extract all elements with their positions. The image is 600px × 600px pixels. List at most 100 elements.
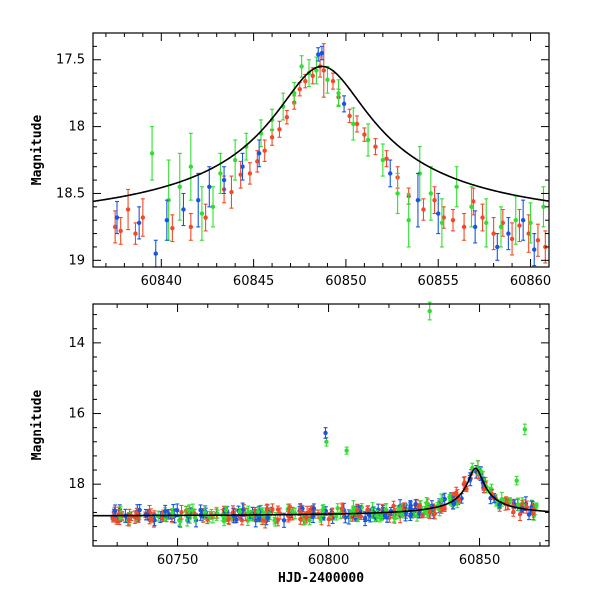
data-point-0-36 xyxy=(461,212,467,241)
data-point xyxy=(344,448,349,453)
data-point xyxy=(125,207,131,212)
data-point-0-26 xyxy=(354,115,360,133)
data-point-1-20 xyxy=(380,143,386,177)
data-point xyxy=(362,516,368,521)
data-point xyxy=(398,507,404,512)
bottom-panel-full-season: 60750 60800 60850 14 16 18 Magnitude HJD-240000… xyxy=(30,301,550,586)
data-point xyxy=(495,244,500,250)
data-point-1-4 xyxy=(199,186,205,241)
data-point-dense-412 xyxy=(186,504,192,518)
data-point-2-16 xyxy=(472,210,478,244)
data-point xyxy=(469,204,474,210)
data-point-dense-408 xyxy=(234,516,239,523)
data-point-outlier-1-0 xyxy=(323,427,328,439)
axes-frame xyxy=(92,303,550,547)
data-point xyxy=(388,171,393,176)
data-point-1-18 xyxy=(351,107,356,141)
data-point xyxy=(239,518,245,523)
data-point xyxy=(351,121,356,127)
data-point-1-0 xyxy=(149,126,155,181)
data-point xyxy=(336,90,341,96)
data-point-2-9 xyxy=(256,139,262,168)
data-point xyxy=(432,511,438,516)
data-point xyxy=(163,508,168,514)
y-axis-title: Magnitude xyxy=(30,115,45,186)
data-point xyxy=(500,220,506,226)
data-point xyxy=(319,50,325,56)
data-point xyxy=(413,502,418,507)
data-point xyxy=(290,509,295,514)
data-point xyxy=(265,515,271,521)
data-point xyxy=(188,224,194,230)
data-point-dense-29 xyxy=(442,505,447,512)
data-point xyxy=(179,510,184,515)
data-point-1-12 xyxy=(292,81,297,105)
data-point-dense-287 xyxy=(287,503,292,515)
data-point xyxy=(335,506,340,511)
data-point xyxy=(382,513,388,518)
data-point xyxy=(207,184,212,189)
data-point xyxy=(365,507,370,513)
data-point-2-4 xyxy=(181,192,186,227)
data-point xyxy=(255,159,260,164)
data-point xyxy=(417,503,422,509)
data-series xyxy=(112,43,548,268)
data-point-outlier-0-1 xyxy=(324,436,329,447)
data-point-1-5 xyxy=(210,186,216,228)
data-point xyxy=(170,226,175,231)
data-point xyxy=(316,52,321,57)
data-point xyxy=(528,220,533,226)
data-point-0-42 xyxy=(517,208,522,243)
data-point-2-1 xyxy=(136,206,142,240)
data-point xyxy=(439,497,444,503)
data-point-1-19 xyxy=(365,123,371,157)
data-point xyxy=(229,189,234,195)
data-point xyxy=(112,224,118,230)
data-point-1-26 xyxy=(454,166,459,208)
data-point xyxy=(415,197,421,203)
data-point-0-14 xyxy=(269,128,275,146)
data-point-0-4 xyxy=(140,198,146,237)
data-point xyxy=(198,507,203,513)
data-point xyxy=(324,439,329,444)
data-point-1-27 xyxy=(469,186,474,228)
data-point xyxy=(432,197,437,203)
data-point-1-2 xyxy=(177,152,182,221)
data-point xyxy=(520,218,526,223)
data-point xyxy=(181,207,186,212)
data-point xyxy=(136,220,142,226)
data-point-2-8 xyxy=(240,152,245,181)
data-point xyxy=(126,517,132,522)
data-point xyxy=(177,184,182,189)
data-point xyxy=(298,516,303,522)
data-point-dense-368 xyxy=(315,509,321,519)
data-point xyxy=(114,215,120,220)
data-point-0-28 xyxy=(373,138,378,156)
data-point xyxy=(424,500,429,506)
data-point-1-13 xyxy=(299,55,304,78)
data-point xyxy=(417,510,422,516)
data-point-2-5 xyxy=(196,172,201,228)
data-point xyxy=(272,518,277,523)
data-point xyxy=(339,506,345,511)
x-tick-label: 60800 xyxy=(308,553,349,568)
data-point xyxy=(311,506,317,511)
data-point xyxy=(442,506,447,512)
data-point-dense-365 xyxy=(114,516,119,525)
data-point xyxy=(326,517,332,522)
data-point xyxy=(365,137,371,143)
data-point xyxy=(534,503,539,508)
data-point xyxy=(260,510,266,515)
data-point-2-15 xyxy=(436,192,441,235)
data-point xyxy=(281,518,287,523)
data-point xyxy=(461,224,467,230)
data-point-2-6 xyxy=(207,166,212,208)
data-point xyxy=(471,199,476,204)
y-tick-label: 14 xyxy=(68,336,85,351)
data-point-0-3 xyxy=(133,222,138,245)
data-point-0-16 xyxy=(284,110,290,125)
data-point-dense-295 xyxy=(507,497,513,504)
x-tick-label: 60845 xyxy=(233,274,274,289)
data-point xyxy=(196,197,201,203)
data-point-0-15 xyxy=(277,120,282,138)
